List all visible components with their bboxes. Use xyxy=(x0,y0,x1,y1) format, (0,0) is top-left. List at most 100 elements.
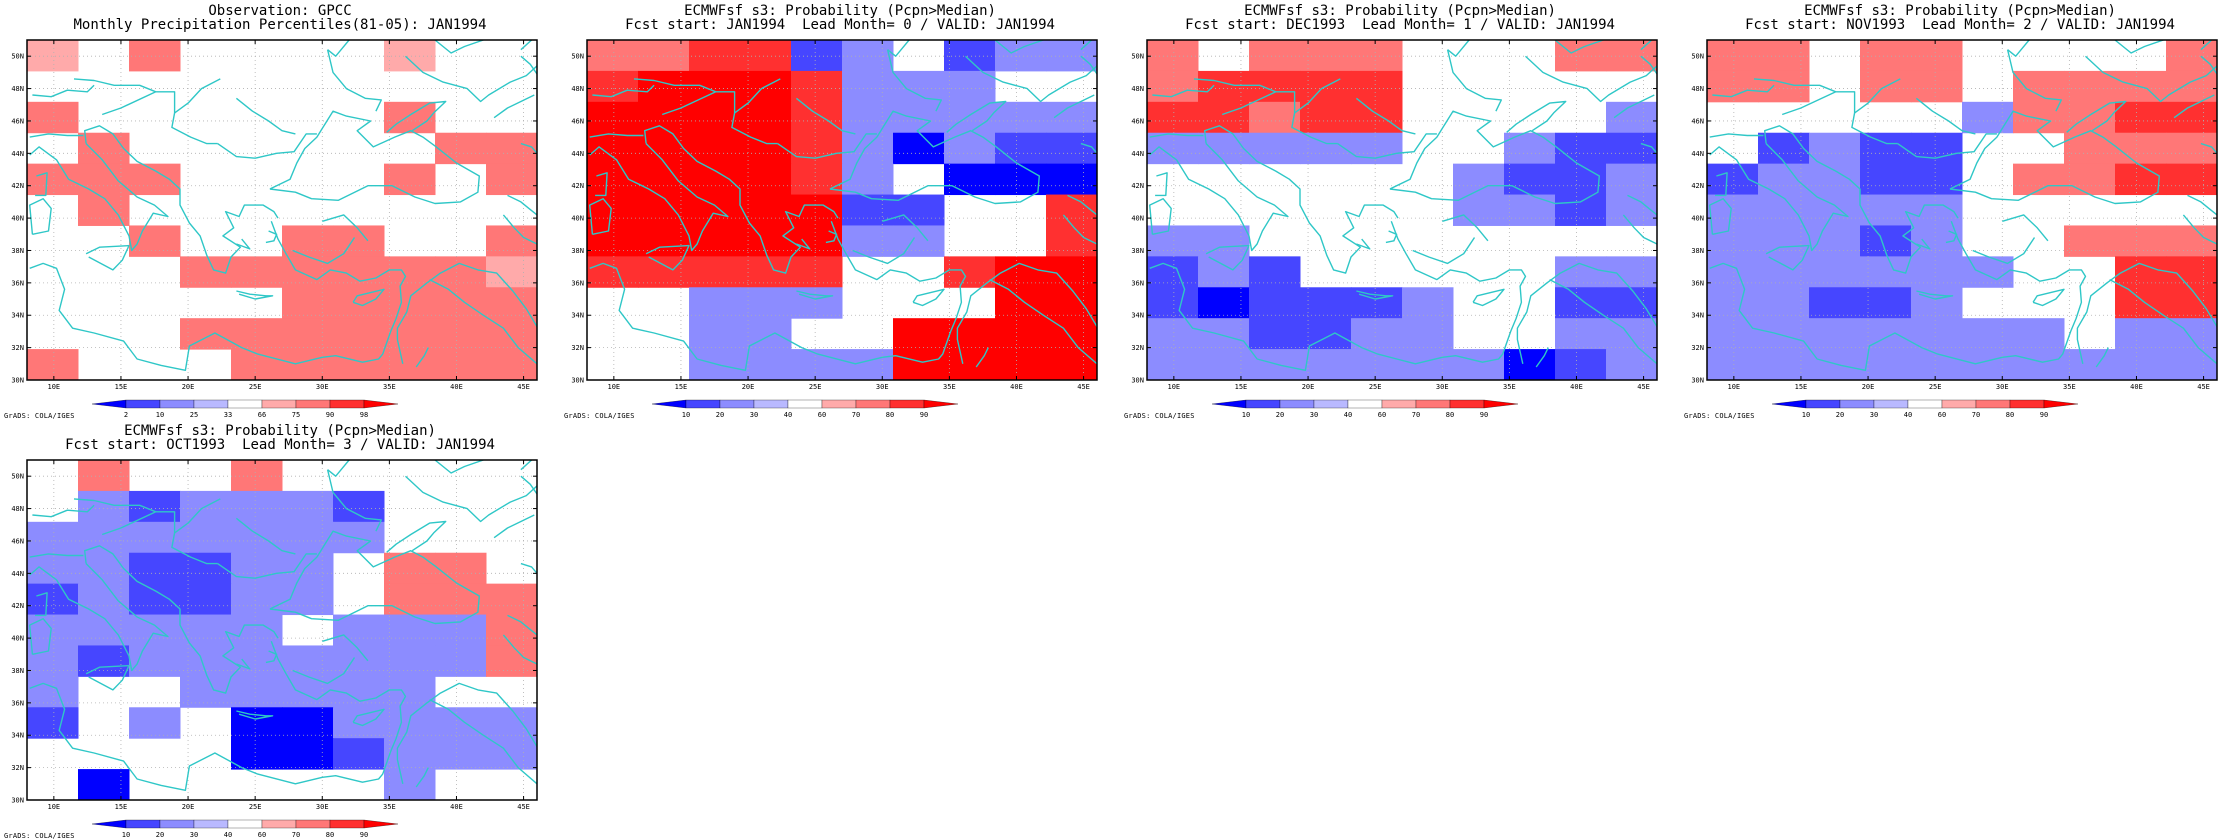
colorbar-label: 40 xyxy=(1344,411,1352,418)
grid-cell xyxy=(689,163,741,196)
grid-cell xyxy=(1758,318,1810,350)
grid-cell xyxy=(333,707,385,739)
coastline xyxy=(592,84,655,98)
coastline xyxy=(396,262,537,364)
coastline xyxy=(32,84,95,98)
grid-cell xyxy=(1555,287,1607,319)
grid-cell xyxy=(1249,287,1301,319)
grid-cell xyxy=(1198,349,1250,380)
grid-cell xyxy=(180,318,232,350)
coastline xyxy=(1447,40,1470,57)
colorbar-swatch xyxy=(651,399,687,409)
grid-cell xyxy=(1351,40,1403,72)
grid-cell xyxy=(1198,287,1250,319)
grid-cell xyxy=(2013,349,2065,380)
lat-tick-label: 38N xyxy=(571,247,584,255)
coastline xyxy=(2173,94,2215,119)
grid-cell xyxy=(1707,318,1759,350)
grid-cell xyxy=(129,40,181,72)
colorbar: 2 10 25 33 66 75 90 98 xyxy=(91,399,399,418)
coastline xyxy=(2200,55,2217,75)
grid-cell xyxy=(129,490,181,523)
coastline xyxy=(1709,221,2087,371)
coastline xyxy=(882,214,929,242)
coastline xyxy=(502,214,537,245)
colorbar-swatch xyxy=(889,399,925,409)
grid-cell xyxy=(1453,194,1505,226)
coastline xyxy=(1096,168,1097,170)
coastline xyxy=(405,55,537,103)
grid-cell xyxy=(1046,132,1097,165)
coastline xyxy=(292,657,356,685)
grid-cell xyxy=(1249,318,1301,350)
coastline xyxy=(796,238,811,250)
lat-tick-label: 46N xyxy=(1131,117,1144,125)
coastline xyxy=(265,230,278,244)
colorbar-swatch xyxy=(2009,399,2045,409)
coastline xyxy=(1053,94,1095,119)
lon-tick-label: 45E xyxy=(1077,383,1090,391)
grid-cell xyxy=(78,769,130,800)
grid-cell xyxy=(791,163,843,196)
lon-tick-label: 15E xyxy=(115,383,128,391)
grid-cell xyxy=(1046,225,1097,257)
grid-cell xyxy=(78,583,130,616)
colorbar-label: 60 xyxy=(818,411,826,418)
grid-cell xyxy=(2115,132,2167,165)
coastline xyxy=(174,78,221,114)
grid-cell xyxy=(384,738,436,770)
colorbar-label: 80 xyxy=(1446,411,1454,418)
grid-cell xyxy=(333,738,385,770)
grid-cell xyxy=(27,676,79,708)
grid-cell xyxy=(1147,256,1199,288)
coastline xyxy=(595,172,608,197)
colorbar-label: 30 xyxy=(1870,411,1878,418)
coastline xyxy=(1155,172,1168,197)
colorbar-label: 75 xyxy=(292,411,300,418)
colorbar-swatch xyxy=(363,399,399,409)
grid-cell xyxy=(1606,40,1657,72)
grid-cell xyxy=(2166,163,2217,196)
grid-cell xyxy=(2115,318,2167,350)
colorbar-swatch xyxy=(1941,399,1977,409)
coastline xyxy=(965,55,1097,103)
map-panel-0: Observation: GPCC Monthly Precipitation P… xyxy=(0,0,560,420)
coastline xyxy=(35,172,48,197)
lon-tick-label: 10E xyxy=(48,383,61,391)
grid-cell xyxy=(1046,194,1097,226)
grid-cell xyxy=(384,163,436,196)
coastline xyxy=(1193,78,1338,145)
coastline xyxy=(396,682,537,784)
grid-cell xyxy=(27,163,79,196)
grid-cell xyxy=(384,287,436,319)
grid-cell xyxy=(27,521,79,554)
plot-area: 30N 32N 34N 36N 38N 40N 42N 44N 46N 48N 50N 10E 15E 2… xyxy=(11,459,538,811)
credit-label: GrADS: COLA/IGES xyxy=(564,412,635,420)
grid-cell xyxy=(1249,40,1301,72)
map-plot: 30N 32N 34N 36N 38N 40N 42N 44N 46N 48N 50N 10E 15E 2… xyxy=(571,39,1098,418)
coastline xyxy=(589,221,967,371)
coastline xyxy=(85,664,130,691)
map-panel-4: ECMWFsf s3: Probability (Pcpn>Median) Fcs… xyxy=(0,420,560,840)
map-plot: 30N 32N 34N 36N 38N 40N 42N 44N 46N 48N 50N 10E 15E 2… xyxy=(11,459,538,838)
lat-tick-label: 30N xyxy=(1691,377,1704,385)
lon-tick-label: 25E xyxy=(249,803,262,811)
grid-cell xyxy=(282,318,334,350)
coastline xyxy=(352,288,385,307)
grid-cell xyxy=(2166,40,2217,72)
grid-cell xyxy=(2013,318,2065,350)
grid-cell xyxy=(180,552,232,585)
lat-tick-label: 36N xyxy=(11,699,24,707)
coastline xyxy=(1385,230,1398,244)
map-plot: 30N 32N 34N 36N 38N 40N 42N 44N 46N 48N 50N 10E 15E 2… xyxy=(1691,39,2218,418)
grid-cell xyxy=(231,521,283,554)
coastline xyxy=(493,514,535,539)
lat-tick-label: 32N xyxy=(1131,344,1144,352)
lon-tick-label: 25E xyxy=(809,383,822,391)
coastline xyxy=(493,94,535,119)
grid-cell xyxy=(384,552,436,585)
grid-cell xyxy=(282,521,334,554)
coastline xyxy=(429,278,537,365)
grid-cell xyxy=(486,163,537,196)
coastline xyxy=(520,55,537,75)
